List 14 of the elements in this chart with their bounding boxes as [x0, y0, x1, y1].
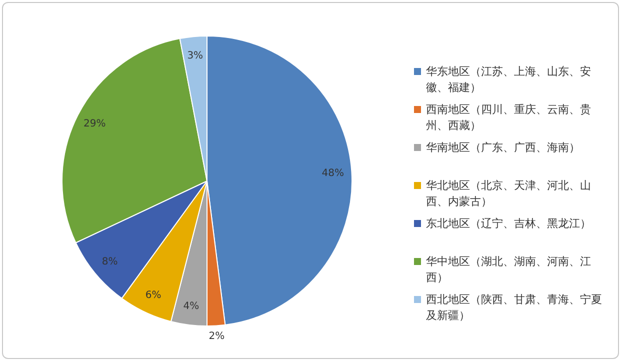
data-label: 3%: [187, 50, 204, 62]
data-label: 6%: [145, 290, 162, 302]
legend-label: 西北地区（陕西、甘肃、青海、宁夏及新疆）: [426, 293, 602, 322]
legend-label: 华中地区（湖北、湖南、河南、江西）: [426, 255, 591, 284]
data-label: 4%: [183, 301, 200, 312]
legend-label: 华北地区（北京、天津、河北、山西、内蒙古）: [426, 179, 591, 208]
legend-label: 东北地区（辽宁、吉林、黑龙江）: [426, 217, 591, 230]
legend-label: 华南地区（广东、广西、海南）: [426, 141, 580, 154]
legend-label: 华东地区（江苏、上海、山东、安徽、福建）: [426, 65, 591, 94]
legend-label: 西南地区（四川、重庆、云南、贵州、西藏）: [426, 103, 591, 132]
data-label: 48%: [322, 168, 344, 180]
data-label: 2%: [208, 330, 225, 342]
data-label: 8%: [102, 256, 118, 268]
data-label: 29%: [83, 118, 106, 130]
